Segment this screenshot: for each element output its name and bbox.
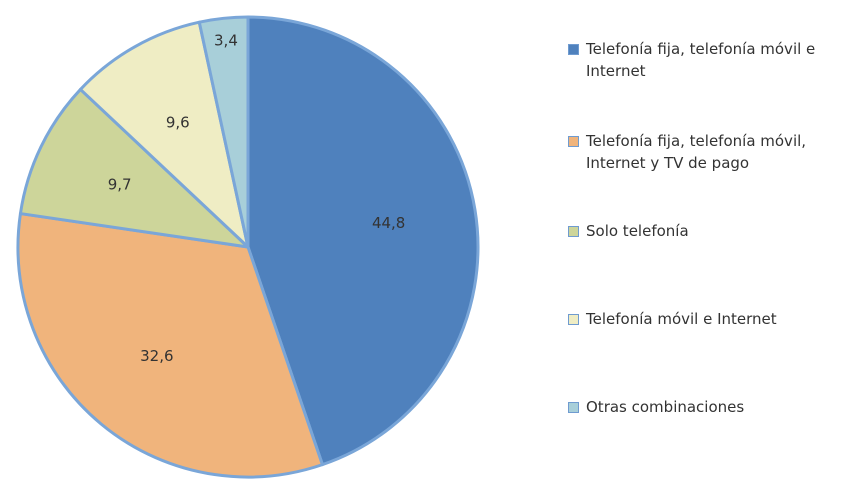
legend-item: Telefonía fija, telefonía móvil, Interne…: [566, 130, 861, 174]
legend-swatch: [568, 136, 579, 147]
pie-slice: [78, 20, 250, 249]
legend-label: Solo telefonía: [586, 222, 689, 240]
legend-label: Telefonía fija, telefonía móvil e Intern…: [586, 40, 816, 80]
legend-label: Telefonía móvil e Internet: [586, 310, 777, 328]
pie-slice: [197, 15, 250, 249]
legend-swatch: [568, 402, 579, 413]
data-label: 32,6: [140, 347, 173, 365]
data-label: 9,7: [108, 175, 132, 193]
data-label: 44,8: [372, 214, 405, 232]
legend-swatch: [568, 226, 579, 237]
legend-swatch: [568, 44, 579, 55]
legend-label: Otras combinaciones: [586, 398, 745, 416]
pie-slice: [16, 212, 324, 479]
legend-item: Solo telefonía: [566, 220, 861, 242]
pie-slice: [246, 15, 480, 467]
legend-label: Telefonía fija, telefonía móvil, Interne…: [586, 132, 807, 172]
pie-slice: [18, 87, 250, 249]
data-label: 9,6: [166, 113, 190, 131]
data-label: 3,4: [214, 32, 238, 50]
legend-item: Telefonía fija, telefonía móvil e Intern…: [566, 38, 861, 82]
legend-swatch: [568, 314, 579, 325]
legend-item: Otras combinaciones: [566, 396, 861, 418]
legend-item: Telefonía móvil e Internet: [566, 308, 861, 330]
chart: 44,8 32,6 9,7 9,6 3,4: [16, 15, 480, 479]
